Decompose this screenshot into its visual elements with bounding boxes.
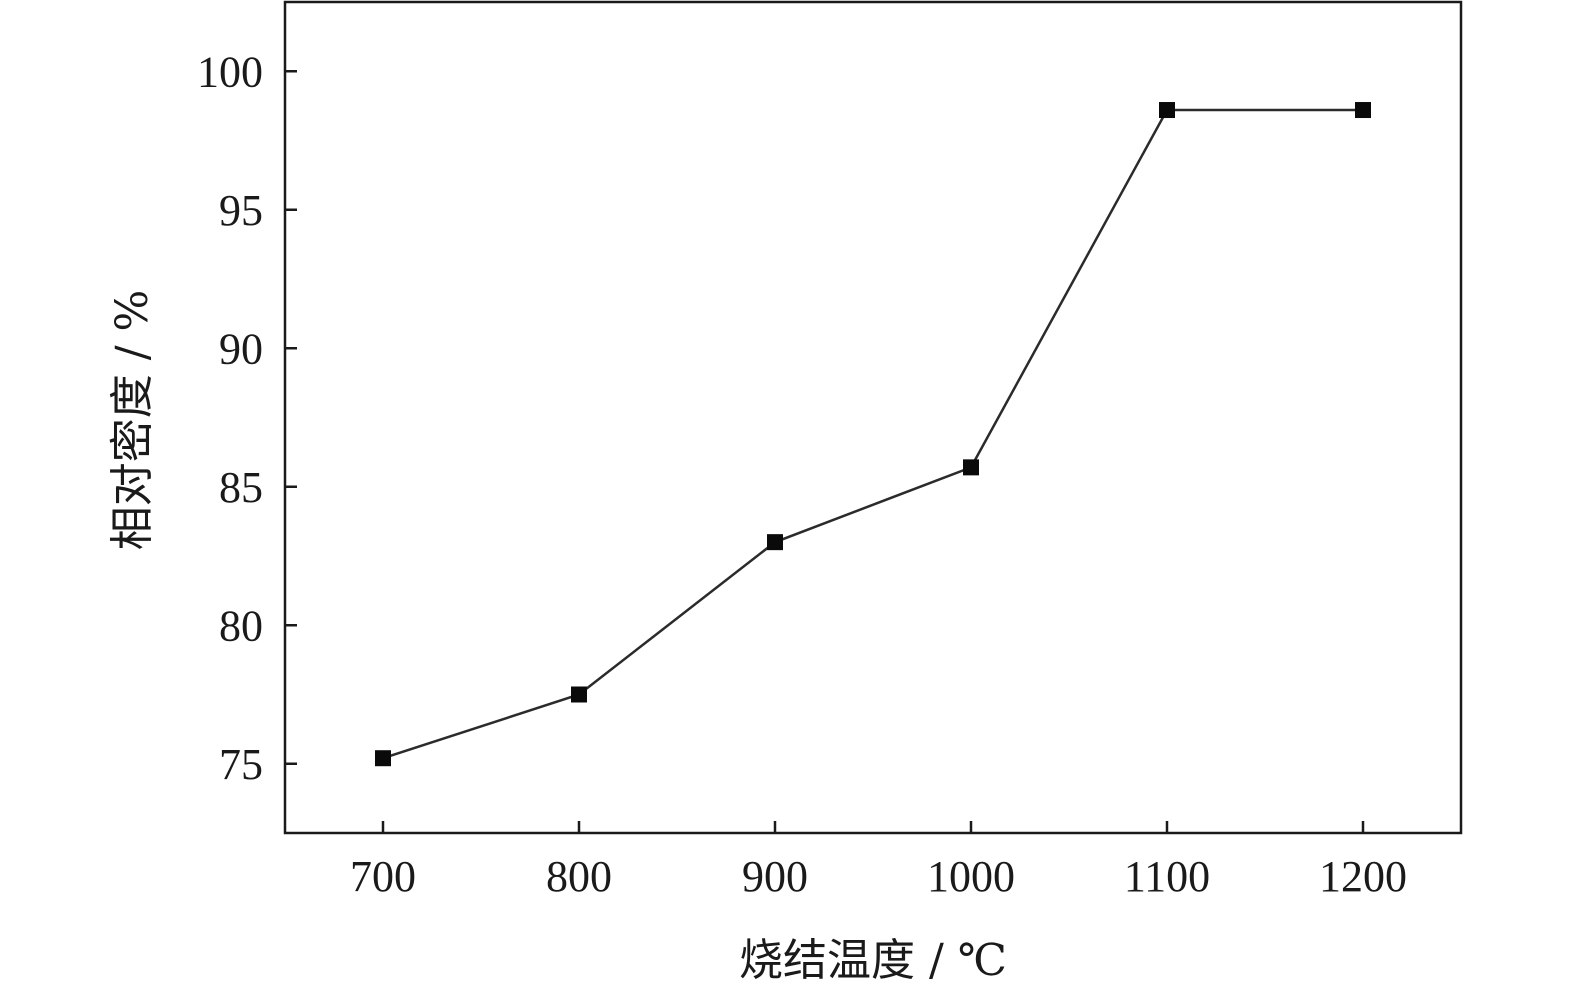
y-tick-labels: 75 80 85 90 95 100 <box>197 47 263 789</box>
x-axis-title: 烧结温度 / ℃ <box>739 935 1007 986</box>
data-point-marker <box>571 687 587 703</box>
series-lines <box>383 110 1363 758</box>
x-tick-label: 800 <box>546 852 612 901</box>
data-point-marker <box>767 534 783 550</box>
x-tick-label: 700 <box>350 852 416 901</box>
data-point-marker <box>375 750 391 766</box>
y-tick-label: 95 <box>219 186 263 235</box>
y-axis-title: 相对密度 / % <box>107 290 158 551</box>
y-tick-label: 80 <box>219 601 263 650</box>
y-tick-label: 85 <box>219 463 263 512</box>
series-line <box>383 110 1363 758</box>
data-point-marker <box>963 459 979 475</box>
y-tick-label: 90 <box>219 324 263 373</box>
y-ticks <box>285 71 297 764</box>
x-tick-label: 1000 <box>927 852 1015 901</box>
x-tick-label: 1200 <box>1319 852 1407 901</box>
plot-frame <box>285 2 1461 833</box>
x-ticks <box>383 821 1363 833</box>
data-point-marker <box>1355 102 1371 118</box>
x-tick-label: 1100 <box>1124 852 1210 901</box>
y-tick-label: 100 <box>197 47 263 96</box>
y-tick-label: 75 <box>219 740 263 789</box>
series-markers <box>375 102 1371 766</box>
data-point-marker <box>1159 102 1175 118</box>
x-tick-label: 900 <box>742 852 808 901</box>
x-tick-labels: 700 800 900 1000 1100 1200 <box>350 852 1407 901</box>
